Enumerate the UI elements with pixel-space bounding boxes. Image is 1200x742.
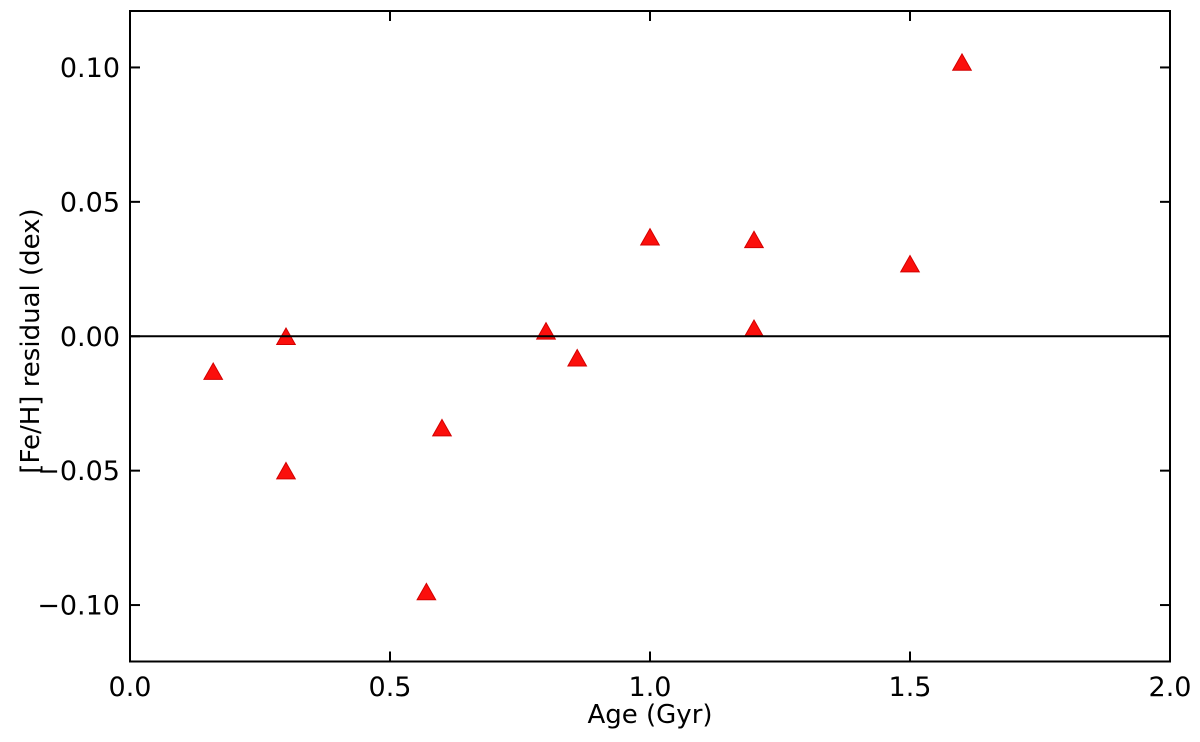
y-tick-label: −0.10	[37, 591, 120, 622]
y-tick-label: 0.10	[60, 53, 120, 84]
y-tick-label: −0.05	[37, 456, 120, 487]
data-point-marker	[639, 227, 661, 246]
data-point-marker	[951, 52, 973, 71]
data-point-marker	[203, 361, 224, 380]
data-point-marker	[431, 418, 453, 437]
x-tick-label: 2.0	[1149, 672, 1192, 703]
x-tick-label: 1.0	[629, 672, 672, 703]
data-point-marker	[275, 461, 297, 480]
x-tick-label: 0.0	[109, 672, 152, 703]
data-point-marker	[567, 348, 588, 367]
plot-frame	[129, 10, 1171, 663]
y-axis-label: [Fe/H] residual (dex)	[16, 208, 46, 474]
data-point-marker	[743, 230, 765, 249]
x-axis-label: Age (Gyr)	[587, 700, 713, 730]
data-point-marker	[535, 321, 557, 340]
data-point-marker	[743, 318, 765, 337]
data-point-marker	[416, 582, 437, 601]
data-point-marker	[899, 254, 921, 273]
x-tick-label: 0.5	[369, 672, 412, 703]
x-tick-label: 1.5	[889, 672, 932, 703]
y-tick-label: 0.00	[60, 322, 120, 353]
y-tick-label: 0.05	[60, 187, 120, 218]
